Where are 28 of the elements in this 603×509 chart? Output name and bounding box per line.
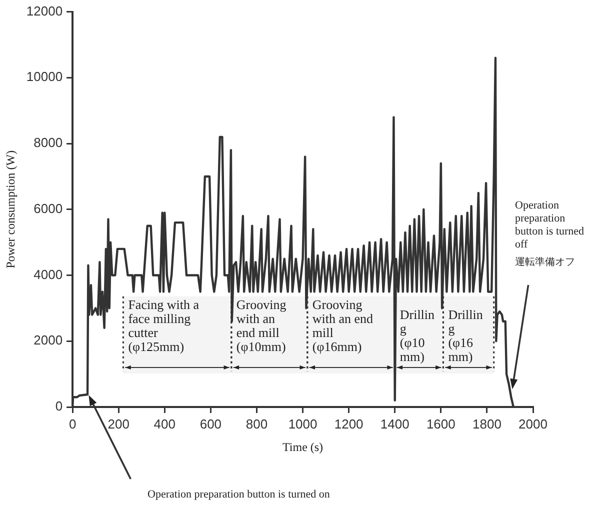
annotation: 運転準備オフ: [515, 256, 575, 268]
x-tick-label: 0: [68, 416, 76, 432]
band-label: Grooving with an end mill (φ10mm): [236, 297, 287, 354]
annotation: Operation preparation button is turned off: [515, 199, 585, 250]
x-tick-label: 1600: [426, 416, 456, 432]
y-tick-label: 6000: [34, 200, 63, 216]
band-label: Drillin g (φ16 mm): [448, 307, 484, 364]
x-tick-label: 1000: [288, 416, 318, 432]
x-axis-title: Time (s): [282, 440, 324, 454]
band-label: Grooving with an end mill (φ16mm): [312, 297, 374, 354]
text: Operation preparation button is turned on: [148, 488, 330, 500]
y-axis-title: Power consumption (W): [3, 150, 18, 268]
band-label: Facing with a face milling cutter (φ125mm): [128, 297, 200, 354]
x-tick-label: 800: [246, 416, 268, 432]
y-tick-label: 12000: [26, 3, 63, 18]
y-tick-label: 2000: [34, 332, 63, 348]
y-tick-label: 10000: [26, 69, 63, 84]
y-tick-label: 8000: [34, 135, 63, 150]
x-tick-label: 200: [108, 416, 130, 432]
x-tick-label: 600: [200, 416, 222, 432]
x-tick-label: 2000: [518, 416, 548, 432]
band-label: Drillin g (φ10 mm): [400, 307, 436, 364]
x-tick-label: 400: [154, 416, 176, 432]
y-tick-label: 0: [55, 398, 63, 414]
x-tick-label: 1200: [334, 416, 364, 432]
x-tick-label: 1400: [380, 416, 410, 432]
x-tick-label: 1800: [472, 416, 502, 432]
y-tick-label: 4000: [34, 266, 63, 282]
